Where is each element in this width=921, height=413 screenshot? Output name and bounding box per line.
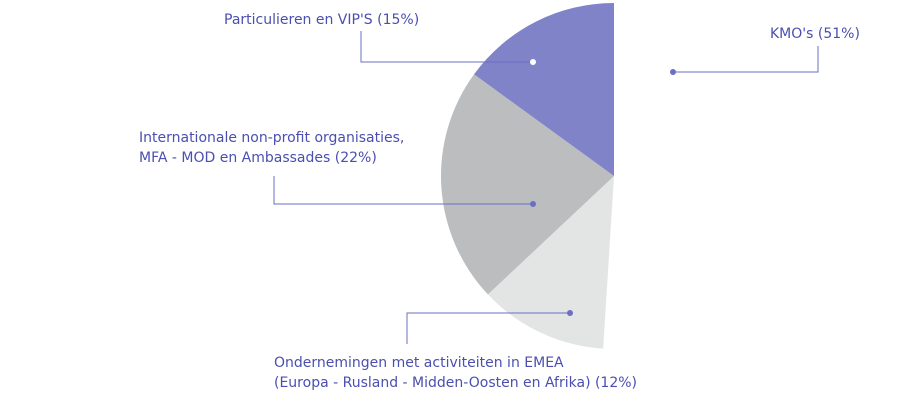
slice-label-vip-line-1: Particulieren en VIP'S (15%) <box>224 12 420 28</box>
slice-label-vip: Particulieren en VIP'S (15%) <box>224 10 419 30</box>
slice-label-ngo: Internationale non-profit organisaties, … <box>139 128 404 168</box>
leader-dot-emea <box>567 310 573 316</box>
slice-label-ngo-line-1: Internationale non-profit organisaties, <box>139 130 405 146</box>
slice-label-kmo: KMO's (51%) <box>770 24 860 44</box>
leader-dot-kmo <box>670 69 676 75</box>
pie-slice-vip <box>474 3 614 176</box>
leader-dot-vip <box>530 59 536 65</box>
pie-slice-emea <box>487 176 614 349</box>
slice-label-emea-line-1: Ondernemingen met activiteiten in EMEA <box>274 355 564 371</box>
pie-slice-ngo <box>440 74 614 295</box>
pie-slices <box>440 3 614 349</box>
leader-dot-ngo <box>530 201 536 207</box>
leader-line-kmo <box>673 46 819 73</box>
slice-label-emea-line-2: (Europa - Rusland - Midden-Oosten en Afr… <box>274 375 638 391</box>
leader-lines <box>273 31 819 344</box>
slice-label-emea: Ondernemingen met activiteiten in EMEA (… <box>274 353 637 393</box>
leader-line-emea <box>406 312 570 344</box>
leader-line-vip <box>360 31 533 63</box>
leader-line-ngo <box>273 176 533 205</box>
slice-label-kmo-line-1: KMO's (51%) <box>770 26 860 42</box>
slice-label-ngo-line-2: MFA - MOD en Ambassades (22%) <box>139 150 377 166</box>
